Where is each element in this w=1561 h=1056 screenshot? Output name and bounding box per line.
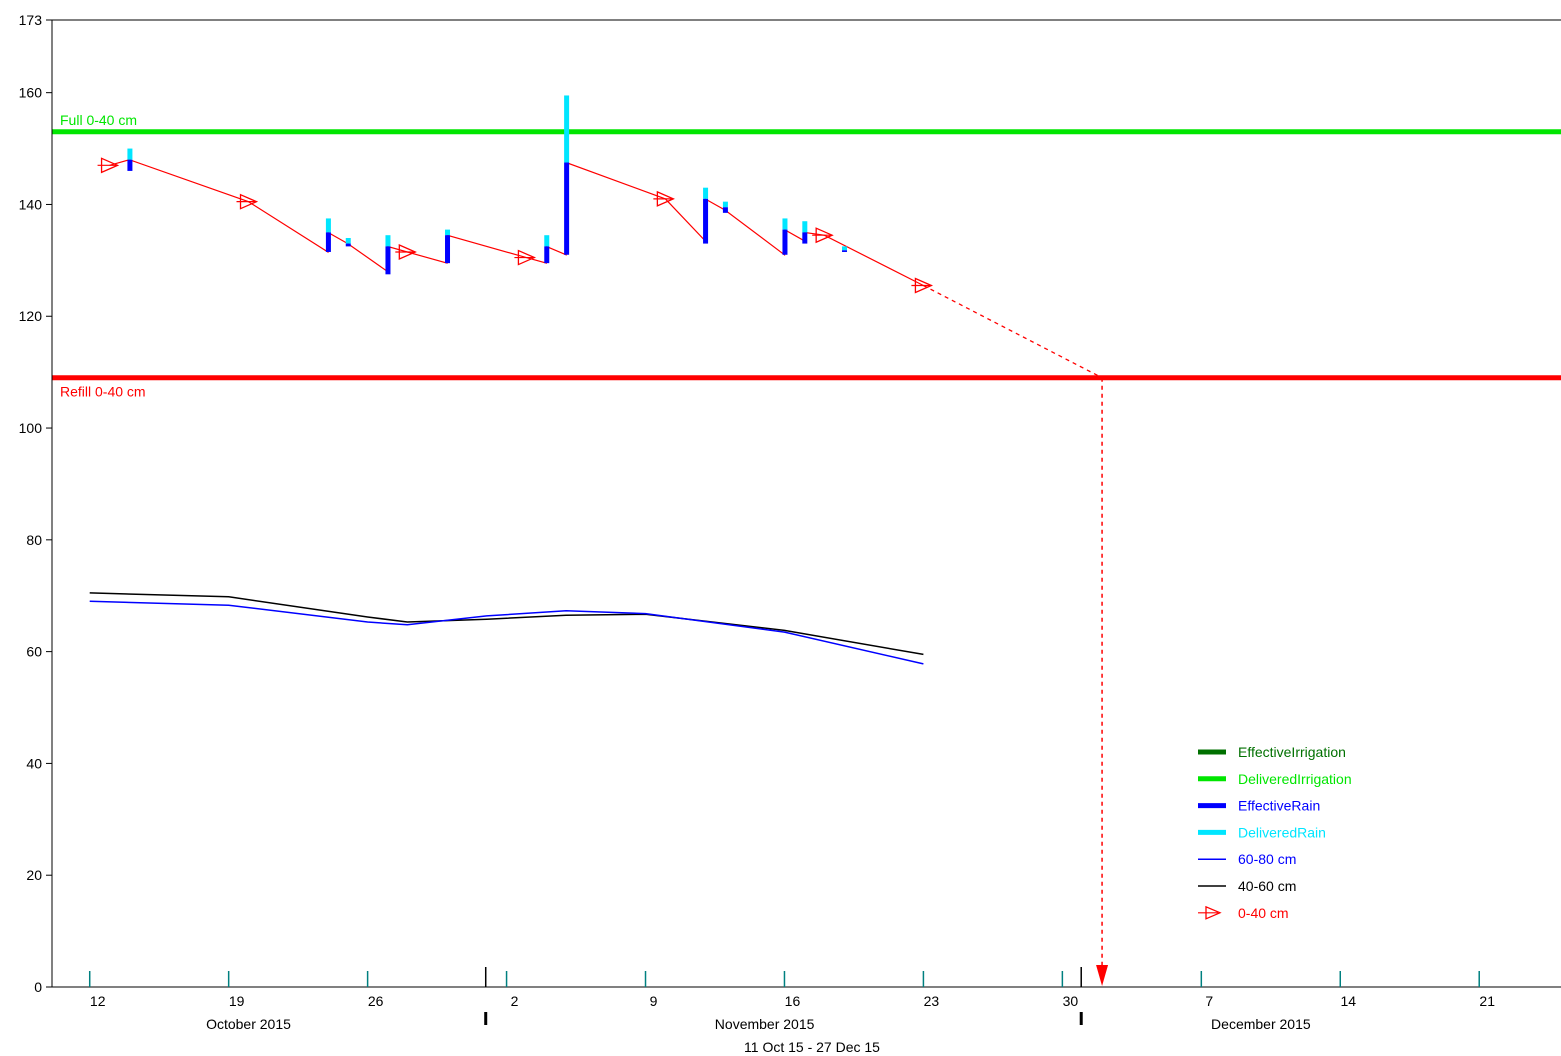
effective-rain-bar — [722, 207, 728, 213]
axes: 0 20 40 60 80 100 120 140 160 173 12 19 26 2 9 16 23 30 7 1… — [19, 12, 1561, 1055]
legend-label: EffectiveIrrigation — [1238, 744, 1346, 760]
delivered-rain-bar — [445, 229, 451, 236]
legend-label: DeliveredIrrigation — [1238, 771, 1352, 787]
delivered-rain-bar — [564, 95, 570, 163]
legend-label: 0-40 cm — [1238, 905, 1289, 921]
y-tick-label: 100 — [19, 420, 43, 436]
legend-label: DeliveredRain — [1238, 824, 1326, 840]
y-tick-label: 173 — [19, 12, 43, 28]
y-tick-label: 0 — [34, 979, 42, 995]
rain-bars — [127, 95, 848, 275]
effective-rain-bar — [544, 246, 550, 264]
effective-rain-bar — [385, 246, 391, 275]
delivered-rain-bar — [703, 187, 709, 199]
delivered-rain-bar — [127, 148, 133, 160]
reference-line-label: Full 0-40 cm — [60, 112, 137, 128]
delivered-rain-bar — [325, 218, 331, 233]
x-tick-label: 23 — [924, 993, 940, 1009]
x-tick-label: 12 — [90, 993, 106, 1009]
y-tick-label: 80 — [26, 532, 42, 548]
effective-rain-bar — [445, 235, 451, 264]
delivered-rain-bar — [345, 237, 351, 244]
reference-lines: Full 0-40 cm Refill 0-40 cm — [52, 112, 1561, 400]
legend-label: EffectiveRain — [1238, 798, 1320, 814]
effective-rain-bar — [564, 162, 570, 255]
x-tick-label: 2 — [511, 993, 519, 1009]
x-tick-label: 14 — [1340, 993, 1356, 1009]
reference-line-label: Refill 0-40 cm — [60, 384, 146, 400]
y-tick-label: 120 — [19, 308, 43, 324]
delivered-rain-bar — [544, 235, 550, 247]
y-tick-label: 160 — [19, 85, 43, 101]
delivered-rain-bar — [722, 201, 728, 208]
x-tick-label: 9 — [650, 993, 658, 1009]
y-tick-label: 140 — [19, 196, 43, 212]
x-tick-label: 26 — [368, 993, 384, 1009]
effective-rain-bar — [782, 229, 788, 255]
y-tick-label: 60 — [26, 644, 42, 660]
x-tick-label: 16 — [785, 993, 801, 1009]
delivered-rain-bar — [842, 246, 848, 251]
effective-rain-bar — [127, 159, 133, 171]
forecast-line — [923, 284, 1103, 379]
refill-forecast-arrow — [1096, 965, 1109, 986]
series-lines — [89, 159, 924, 665]
x-tick-label: 7 — [1205, 993, 1213, 1009]
effective-rain-bar — [703, 198, 709, 244]
delivered-rain-bar — [802, 221, 808, 233]
series-line-0-40cm — [109, 159, 924, 287]
legend: EffectiveIrrigation DeliveredIrrigation Ef… — [1198, 744, 1352, 921]
series-line-40-60cm — [89, 592, 924, 656]
x-tick-label: 30 — [1063, 993, 1079, 1009]
effective-rain-bar — [325, 232, 331, 252]
delivered-rain-bar — [385, 235, 391, 247]
legend-label: 60-80 cm — [1238, 851, 1296, 867]
month-label: November 2015 — [715, 1016, 815, 1032]
x-axis-range-label: 11 Oct 15 - 27 Dec 15 — [744, 1039, 880, 1055]
legend-label: 40-60 cm — [1238, 878, 1296, 894]
effective-rain-bar — [842, 250, 848, 252]
delivered-rain-bar — [782, 218, 788, 230]
month-label: October 2015 — [206, 1016, 291, 1032]
series-markers — [97, 157, 1109, 986]
x-tick-label: 21 — [1479, 993, 1495, 1009]
legend-swatch-marker — [1205, 905, 1222, 920]
y-tick-label: 40 — [26, 755, 42, 771]
x-tick-label: 19 — [229, 993, 245, 1009]
effective-rain-bar — [802, 232, 808, 244]
effective-rain-bar — [345, 243, 351, 247]
y-tick-label: 20 — [26, 867, 42, 883]
month-label: December 2015 — [1211, 1016, 1311, 1032]
series-line-60-80cm — [89, 600, 924, 665]
